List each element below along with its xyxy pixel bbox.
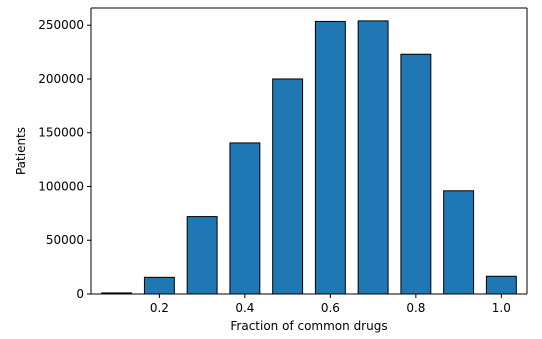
x-tick-label: 1.0 [492,301,511,315]
x-axis-label: Fraction of common drugs [230,319,387,333]
x-tick-label: 0.8 [406,301,425,315]
x-tick-label: 0.2 [150,301,169,315]
ticks-group: 0.2 0.4 0.6 0.8 1.0 0 50000 100000 150000 200000 2… [38,18,511,315]
y-tick-label: 200000 [38,72,84,86]
bar-0.2 [143,276,175,295]
bar-1 [485,275,517,295]
bar-0.8 [400,53,432,295]
bar-0.7 [357,20,389,295]
bar-0.4 [229,142,261,295]
y-tick-label: 250000 [38,18,84,32]
y-tick-label: 0 [76,287,84,301]
axes-group [90,7,528,295]
y-tick-label: 50000 [46,233,84,247]
bar-0.3 [186,216,218,295]
bars-group [101,20,517,295]
y-tick-label: 150000 [38,126,84,140]
bar-0.6 [314,20,346,295]
bar-0.9 [443,190,475,295]
x-tick-label: 0.4 [235,301,254,315]
x-tick-label: 0.6 [321,301,340,315]
y-tick-label: 100000 [38,179,84,193]
y-axis-label: Patients [14,127,28,175]
bar-0.5 [272,78,304,295]
